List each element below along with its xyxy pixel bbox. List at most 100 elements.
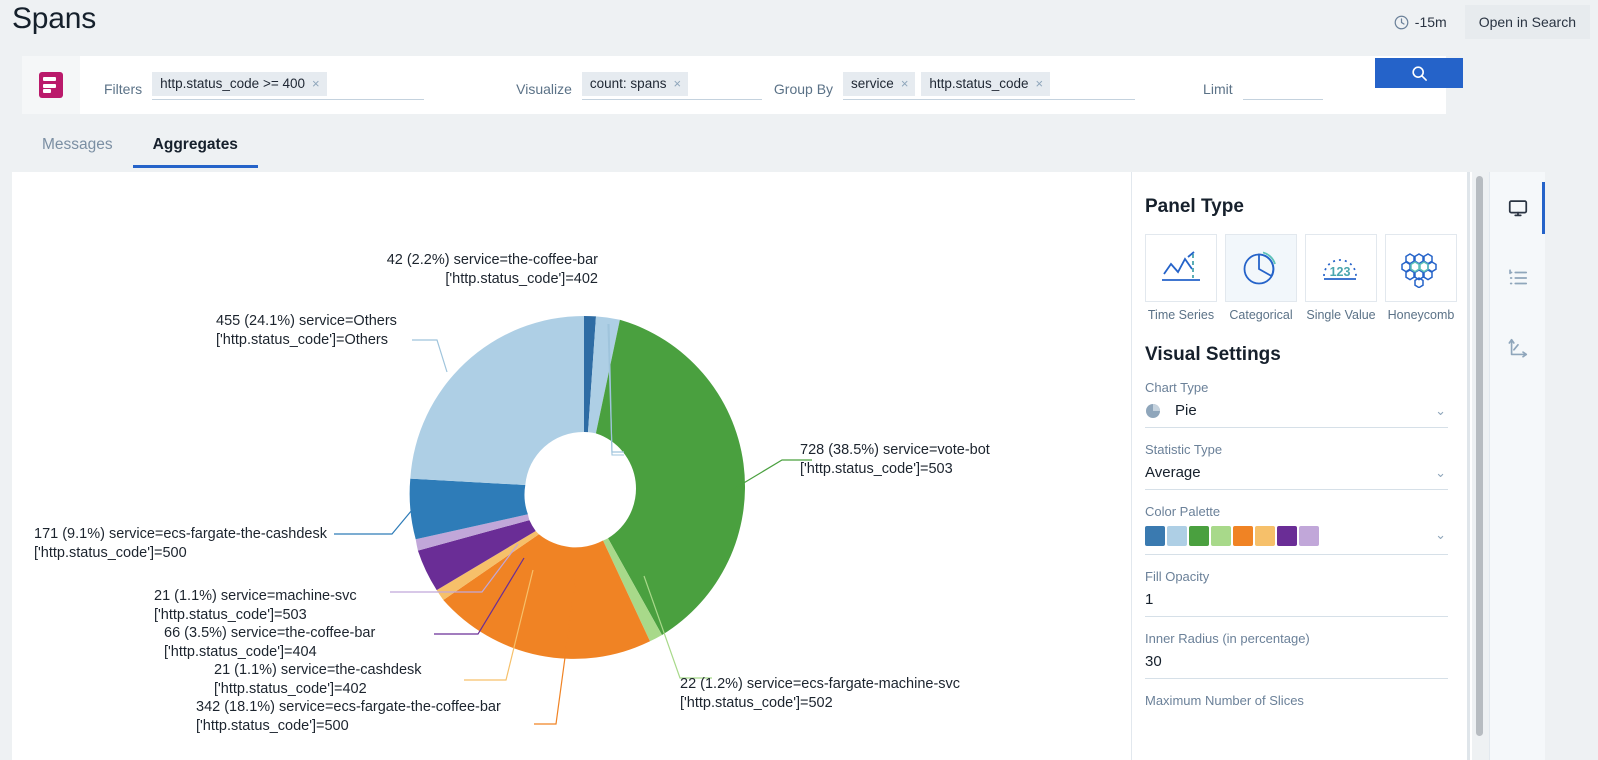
filters-input[interactable]: http.status_code >= 400 × xyxy=(152,72,425,100)
panel-type-single-value[interactable]: 123 Single Value xyxy=(1305,234,1377,322)
chevron-down-icon[interactable]: ⌄ xyxy=(1435,403,1446,418)
visualize-input[interactable]: count: spans × xyxy=(581,72,762,100)
chevron-down-icon[interactable]: ⌄ xyxy=(1435,527,1446,542)
rail-button-display[interactable] xyxy=(1498,182,1545,234)
chart-type-select[interactable]: Pie ⌄ xyxy=(1145,402,1448,428)
max-slices-label: Maximum Number of Slices xyxy=(1145,693,1304,708)
panel-type-heading: Panel Type xyxy=(1145,196,1244,217)
group-by-input[interactable]: service × http.status_code × xyxy=(843,72,1136,100)
pie-label-machine-svc: 21 (1.1%) service=machine-svc ['http.sta… xyxy=(154,588,357,623)
page-header: Spans -15m Open in Search xyxy=(0,0,1598,52)
group-by-chip-service[interactable]: service × xyxy=(843,72,916,96)
visualize-label: Visualize xyxy=(516,81,572,97)
statistic-type-value: Average xyxy=(1145,464,1201,481)
group-by-label: Group By xyxy=(773,81,834,97)
close-icon[interactable]: × xyxy=(1035,76,1044,91)
pie-label-ecs-fargate-the-coffee-bar: 342 (18.1%) service=ecs-fargate-the-coff… xyxy=(196,699,501,734)
inner-radius-field: Inner Radius (in percentage) 30 xyxy=(1145,631,1448,679)
group-by-field: Group By service × http.status_code × xyxy=(773,56,1136,114)
limit-label: Limit xyxy=(1203,81,1233,97)
panel-type-honeycomb[interactable]: Honeycomb xyxy=(1385,234,1457,322)
rail-button-axes-chart[interactable] xyxy=(1498,328,1538,368)
tab-messages[interactable]: Messages xyxy=(42,136,113,153)
search-button[interactable] xyxy=(1375,58,1463,88)
dataset-icon xyxy=(39,72,63,98)
close-icon[interactable]: × xyxy=(312,76,320,91)
page-scrollbar-thumb[interactable] xyxy=(1476,176,1483,736)
statistic-type-select[interactable]: Average ⌄ xyxy=(1145,464,1448,490)
color-palette-label: Color Palette xyxy=(1145,504,1221,519)
honeycomb-icon xyxy=(1385,234,1457,302)
max-slices-field: Maximum Number of Slices xyxy=(1145,693,1448,708)
main-content: 42 (2.2%) service=the-coffee-bar ['http.… xyxy=(12,172,1472,760)
open-in-search-button[interactable]: Open in Search xyxy=(1464,5,1590,39)
panel-type-label: Honeycomb xyxy=(1387,308,1455,322)
swatch-2 xyxy=(1189,526,1209,546)
filter-chip[interactable]: http.status_code >= 400 × xyxy=(152,72,327,96)
filters-field: Filters http.status_code >= 400 × xyxy=(104,56,425,114)
panel-type-time-series[interactable]: Time Series xyxy=(1145,234,1217,322)
list-icon xyxy=(1508,269,1527,285)
group-by-chip-label: http.status_code xyxy=(929,76,1029,91)
swatch-7 xyxy=(1299,526,1319,546)
dataset-icon-wrap[interactable] xyxy=(22,56,80,114)
rail-button-list[interactable] xyxy=(1498,258,1538,298)
pie-slice-7 xyxy=(415,514,530,551)
panel-scrollbar[interactable] xyxy=(1467,172,1470,760)
display-panel-icon xyxy=(1508,200,1527,217)
statistic-type-label: Statistic Type xyxy=(1145,442,1223,457)
color-palette-swatches xyxy=(1145,526,1319,546)
color-palette-select[interactable]: ⌄ xyxy=(1145,526,1448,555)
filter-chip-label: http.status_code >= 400 xyxy=(160,76,305,91)
time-range-label: -15m xyxy=(1414,14,1447,30)
chart-type-value: Pie xyxy=(1175,402,1197,419)
categorical-pie-icon xyxy=(1225,234,1297,302)
swatch-4 xyxy=(1233,526,1253,546)
fill-opacity-input[interactable]: 1 xyxy=(1145,591,1448,617)
pie-label-others: 455 (24.1%) service=Others ['http.status… xyxy=(216,313,397,348)
visualize-field: Visualize count: spans × xyxy=(516,56,762,114)
tab-aggregates[interactable]: Aggregates xyxy=(132,128,258,168)
color-palette-field: Color Palette ⌄ xyxy=(1145,504,1448,555)
group-by-chip-status-code[interactable]: http.status_code × xyxy=(921,72,1051,96)
pie-slice-9 xyxy=(410,316,584,485)
visualize-chip[interactable]: count: spans × xyxy=(581,72,689,96)
page-title: Spans xyxy=(12,2,97,35)
swatch-6 xyxy=(1277,526,1297,546)
statistic-type-field: Statistic Type Average ⌄ xyxy=(1145,442,1448,490)
panel-type-label: Single Value xyxy=(1306,308,1376,322)
right-rail xyxy=(1489,172,1545,760)
inner-radius-label: Inner Radius (in percentage) xyxy=(1145,631,1310,646)
query-bar: Filters http.status_code >= 400 × Visual… xyxy=(22,56,1446,114)
chevron-down-icon[interactable]: ⌄ xyxy=(1435,465,1446,480)
chart-type-field: Chart Type Pie ⌄ xyxy=(1145,380,1448,428)
fill-opacity-field: Fill Opacity 1 xyxy=(1145,569,1448,617)
pie-label-ecs-fargate-machine-svc: 22 (1.2%) service=ecs-fargate-machine-sv… xyxy=(680,676,961,711)
inner-radius-input[interactable]: 30 xyxy=(1145,653,1448,679)
close-icon[interactable]: × xyxy=(673,76,682,91)
visual-settings-heading: Visual Settings xyxy=(1145,344,1281,365)
axes-chart-icon xyxy=(1507,338,1527,358)
pie-slice-2 xyxy=(595,319,746,635)
pie-chart-panel: 42 (2.2%) service=the-coffee-bar ['http.… xyxy=(12,172,1131,760)
pie-label-ecs-fargate-the-cashdesk: 171 (9.1%) service=ecs-fargate-the-cashd… xyxy=(34,526,327,561)
close-icon[interactable]: × xyxy=(900,76,909,91)
swatch-3 xyxy=(1211,526,1231,546)
panel-type-label: Time Series xyxy=(1147,308,1215,322)
pie-label-the-cashdesk-402: 21 (1.1%) service=the-cashdesk ['http.st… xyxy=(214,662,422,697)
pie-label-vote-bot: 728 (38.5%) service=vote-bot ['http.stat… xyxy=(800,442,990,477)
view-tabs: Messages Aggregates xyxy=(22,128,258,168)
time-range-selector[interactable]: -15m xyxy=(1386,8,1455,36)
clock-icon xyxy=(1394,15,1409,30)
svg-text:123: 123 xyxy=(1330,265,1351,279)
pie-label-the-coffee-bar-404: 66 (3.5%) service=the-coffee-bar ['http.… xyxy=(164,625,376,660)
header-actions: -15m Open in Search xyxy=(1386,5,1590,39)
swatch-0 xyxy=(1145,526,1165,546)
limit-input[interactable] xyxy=(1242,74,1323,100)
panel-type-categorical[interactable]: Categorical xyxy=(1225,234,1297,322)
fill-opacity-label: Fill Opacity xyxy=(1145,569,1210,584)
visualize-chip-label: count: spans xyxy=(589,76,667,91)
pie-slice-0 xyxy=(584,315,596,433)
time-series-icon xyxy=(1145,234,1217,302)
